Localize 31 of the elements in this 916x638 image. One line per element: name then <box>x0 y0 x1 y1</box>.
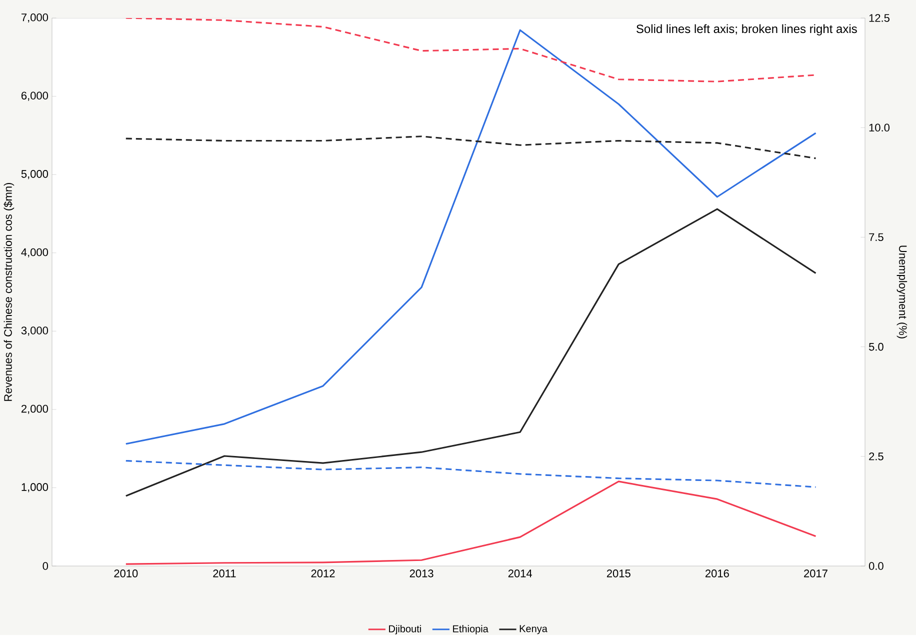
line-series <box>125 480 817 565</box>
x-tick-label: 2010 <box>114 570 138 578</box>
y-tick-label: 3,000 <box>21 326 48 336</box>
x-tick-label: 2014 <box>508 570 532 578</box>
x-tick-label: 2013 <box>410 570 434 578</box>
x-tick-label: 2011 <box>213 570 236 578</box>
y2-tick-label: 10.0 <box>869 124 890 132</box>
y2-tick-label: 2.5 <box>869 452 884 460</box>
y2-axis-title: Unemployment (%) <box>896 246 908 338</box>
y-axis-title: Revenues of Chinese construction cos ($mn) <box>4 183 14 401</box>
legend-label: Kenya <box>520 625 548 634</box>
legend-label: Djibouti <box>389 625 421 634</box>
y-tick-label: 6,000 <box>22 92 48 101</box>
y2-tick-label: 0.0 <box>868 562 884 570</box>
y-tick-label: 5,000 <box>21 170 48 180</box>
y2-tick-label: 12.5 <box>869 14 890 22</box>
legend-label: Ethiopia <box>453 625 488 634</box>
x-tick-label: 2016 <box>706 570 729 578</box>
y-tick-label: 0 <box>42 562 48 570</box>
y-tick-label: 4,000 <box>21 248 48 258</box>
y2-tick-label: 5.0 <box>868 343 884 351</box>
line-series <box>125 136 817 160</box>
x-tick-label: 2015 <box>606 570 630 578</box>
x-tick-label: 2012 <box>311 570 335 578</box>
y-tick-label: 1,000 <box>22 483 48 492</box>
x-tick-label: 2017 <box>804 570 828 578</box>
y-tick-label: 2,000 <box>21 405 48 414</box>
line-series <box>125 208 817 497</box>
y-tick-label: 7,000 <box>22 14 48 23</box>
y2-tick-label: 7.5 <box>869 233 884 242</box>
annotation: Solid lines left axis; broken lines right axis <box>636 24 857 36</box>
